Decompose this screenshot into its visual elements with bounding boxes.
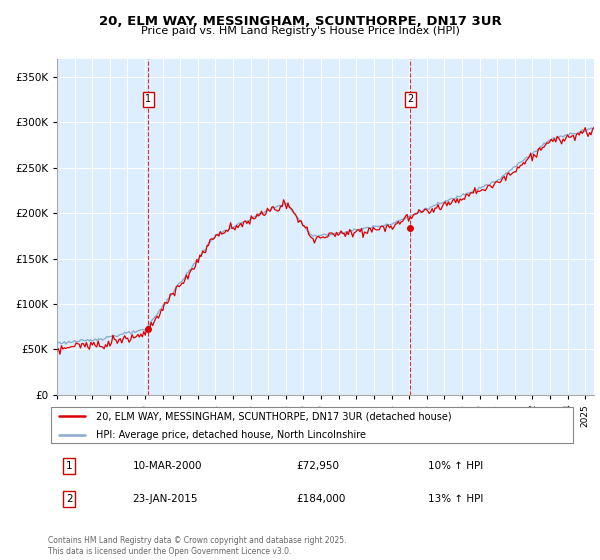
Text: 2: 2 [407, 94, 413, 104]
Text: 20, ELM WAY, MESSINGHAM, SCUNTHORPE, DN17 3UR: 20, ELM WAY, MESSINGHAM, SCUNTHORPE, DN1… [98, 15, 502, 28]
Text: £184,000: £184,000 [296, 494, 346, 504]
Text: HPI: Average price, detached house, North Lincolnshire: HPI: Average price, detached house, Nort… [95, 430, 365, 440]
FancyBboxPatch shape [50, 407, 574, 443]
Text: 20, ELM WAY, MESSINGHAM, SCUNTHORPE, DN17 3UR (detached house): 20, ELM WAY, MESSINGHAM, SCUNTHORPE, DN1… [95, 411, 451, 421]
Text: 10% ↑ HPI: 10% ↑ HPI [428, 461, 484, 472]
Text: 1: 1 [145, 94, 151, 104]
Text: 23-JAN-2015: 23-JAN-2015 [133, 494, 198, 504]
Text: 10-MAR-2000: 10-MAR-2000 [133, 461, 202, 472]
Text: 1: 1 [66, 461, 73, 472]
Text: 13% ↑ HPI: 13% ↑ HPI [428, 494, 484, 504]
Text: 2: 2 [66, 494, 73, 504]
Text: £72,950: £72,950 [296, 461, 339, 472]
Text: Contains HM Land Registry data © Crown copyright and database right 2025.
This d: Contains HM Land Registry data © Crown c… [48, 536, 347, 556]
Text: Price paid vs. HM Land Registry's House Price Index (HPI): Price paid vs. HM Land Registry's House … [140, 26, 460, 36]
